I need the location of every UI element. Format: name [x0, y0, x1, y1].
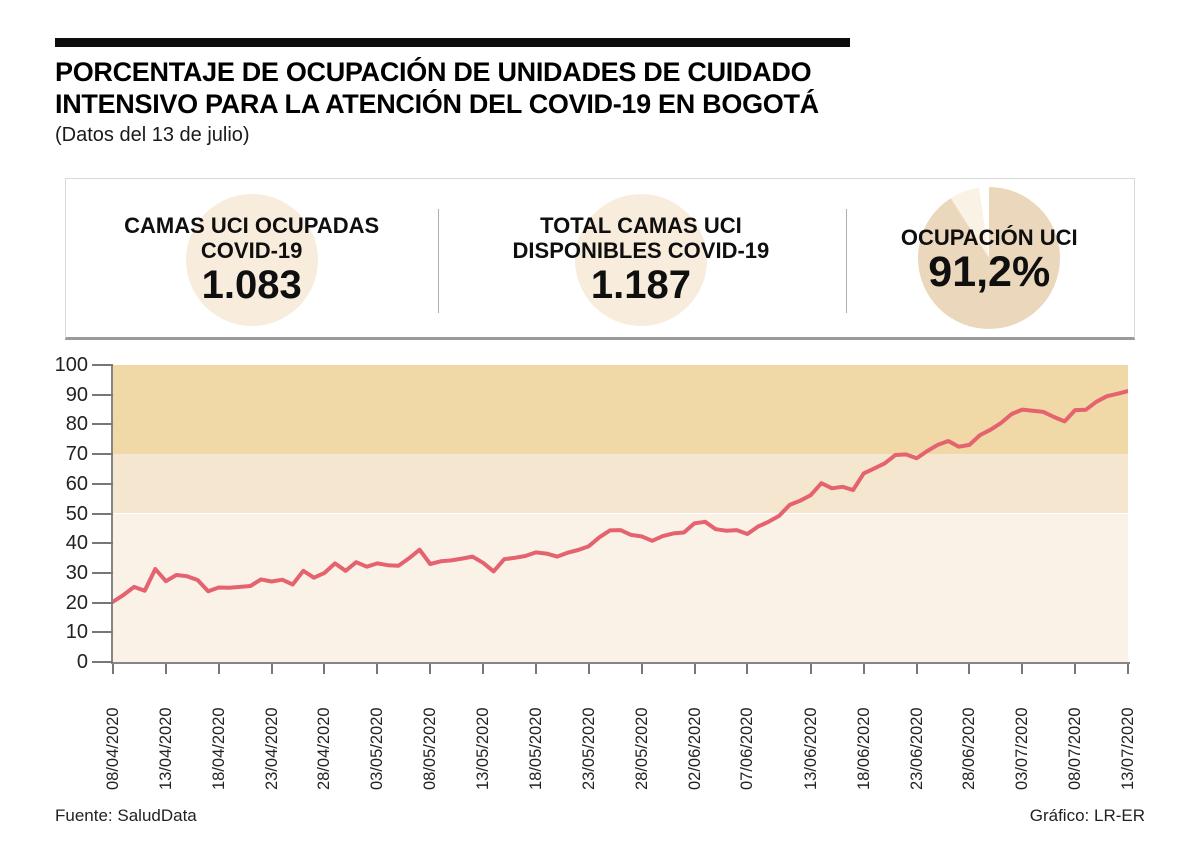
chart-band-0-50 [113, 513, 1128, 662]
x-axis-tick-mark [968, 664, 971, 674]
graphic-credit: Gráfico: LR-ER [1029, 806, 1145, 825]
stat-label-line1: CAMAS UCI OCUPADAS [124, 213, 380, 238]
stat-label-line1: TOTAL CAMAS UCI [540, 213, 742, 238]
x-axis-tick-label: 28/06/2020 [960, 707, 979, 790]
y-axis-tick-label: 70 [65, 443, 88, 466]
stat-circle-background [185, 194, 318, 326]
y-axis-tick-label: 40 [65, 532, 88, 555]
y-axis-tick-mark [92, 453, 113, 456]
y-axis-tick-mark [92, 542, 113, 545]
stat-ocupacion-uci: OCUPACIÓN UCI 91,2% [845, 179, 1134, 337]
stat-camas-ocupadas: CAMAS UCI OCUPADAS COVID-19 1.083 [66, 179, 437, 337]
stat-divider [846, 209, 847, 313]
stat-value: 1.083 [201, 263, 302, 307]
x-axis-tick-mark [640, 664, 643, 674]
y-axis-tick-label: 30 [65, 561, 88, 584]
y-axis-tick-label: 0 [76, 651, 88, 673]
y-axis-line [111, 365, 113, 664]
page-title-line2: INTENSIVO PARA LA ATENCIÓN DEL COVID-19 … [55, 89, 819, 119]
x-axis-tick-label: 13/07/2020 [1119, 707, 1137, 790]
summary-stats-panel: CAMAS UCI OCUPADAS COVID-19 1.083 TOTAL … [65, 178, 1135, 340]
x-axis-tick-mark [217, 664, 220, 674]
top-accent-bar [55, 38, 850, 47]
chart-band-50-70 [113, 454, 1128, 514]
x-axis-tick-label: 18/06/2020 [854, 707, 873, 790]
stat-value: 91,2% [928, 248, 1051, 296]
y-axis-tick-label: 10 [65, 621, 88, 644]
x-axis-tick-mark [270, 664, 273, 674]
x-axis-tick-label: 08/05/2020 [421, 707, 440, 790]
stat-label: OCUPACIÓN UCI [900, 225, 1078, 250]
x-axis-tick-label: 08/04/2020 [104, 707, 122, 790]
y-axis-tick-mark [92, 601, 113, 604]
stat-label: TOTAL CAMAS UCI DISPONIBLES COVID-19 [513, 213, 770, 263]
x-axis-tick-label: 13/04/2020 [156, 707, 175, 790]
y-axis-tick-mark [92, 393, 113, 396]
y-axis-tick-label: 80 [65, 413, 88, 436]
x-axis-tick-mark [1127, 664, 1129, 674]
x-axis-tick-label: 23/06/2020 [907, 707, 926, 790]
x-axis-tick-label: 03/05/2020 [368, 707, 387, 790]
stat-circle-background [574, 194, 707, 326]
x-axis-tick-mark [1021, 664, 1024, 674]
y-axis-tick-mark [92, 512, 113, 515]
x-axis-tick-mark [915, 664, 918, 674]
y-axis-tick-label: 90 [65, 383, 88, 406]
stat-label-line2: DISPONIBLES COVID-19 [512, 238, 770, 263]
x-axis-tick-label: 13/05/2020 [474, 707, 493, 790]
y-axis-tick-label: 20 [65, 591, 88, 614]
y-axis-tick-label: 50 [65, 502, 88, 525]
x-axis-tick-label: 18/05/2020 [526, 707, 545, 790]
x-axis-tick-label: 13/06/2020 [801, 707, 820, 790]
occupancy-trend-line [113, 389, 1128, 604]
y-axis-tick-mark [92, 631, 113, 634]
uci-occupancy-line-chart [113, 365, 1128, 662]
y-axis-tick-mark [92, 571, 113, 574]
x-axis-tick-label: 23/05/2020 [579, 707, 598, 790]
chart-band-70-100 [113, 365, 1128, 455]
x-axis-tick-mark [164, 664, 167, 674]
x-axis-tick-label: 08/07/2020 [1066, 707, 1085, 790]
page-subtitle: (Datos del 13 de julio) [55, 124, 250, 146]
x-axis-tick-label: 28/04/2020 [315, 707, 334, 790]
x-axis-line [111, 662, 1130, 664]
x-axis-tick-label: 03/07/2020 [1013, 707, 1032, 790]
stat-label: CAMAS UCI OCUPADAS COVID-19 [124, 213, 379, 263]
y-axis-tick-mark [92, 661, 113, 663]
x-axis-tick-mark [862, 664, 865, 674]
x-axis-tick-label: 02/06/2020 [685, 707, 704, 790]
y-axis-tick-mark [92, 364, 113, 366]
x-axis-tick-label: 18/04/2020 [209, 707, 228, 790]
page-title: PORCENTAJE DE OCUPACIÓN DE UNIDADES DE C… [55, 56, 1015, 120]
x-axis-tick-mark [587, 664, 590, 674]
x-axis-tick-mark [1074, 664, 1077, 674]
x-axis-tick-mark [693, 664, 696, 674]
x-axis-tick-label: 28/05/2020 [632, 707, 651, 790]
x-axis-tick-mark [809, 664, 812, 674]
stat-value: 1.187 [590, 263, 691, 307]
stat-divider [438, 209, 439, 313]
x-axis-tick-mark [429, 664, 432, 674]
occupancy-pie-chart [918, 187, 1061, 329]
y-axis-tick-mark [92, 423, 113, 426]
y-axis-tick-label: 100 [54, 354, 88, 376]
y-axis-tick-label: 60 [65, 472, 88, 495]
x-axis-tick-mark [534, 664, 537, 674]
x-axis-tick-mark [482, 664, 485, 674]
source-credit: Fuente: SaludData [55, 806, 197, 825]
x-axis-tick-label: 23/04/2020 [262, 707, 281, 790]
x-axis-tick-mark [323, 664, 326, 674]
stat-label-line2: COVID-19 [200, 238, 303, 263]
x-axis-tick-mark [746, 664, 749, 674]
x-axis-tick-label: 07/06/2020 [738, 707, 757, 790]
page-title-line1: PORCENTAJE DE OCUPACIÓN DE UNIDADES DE C… [55, 57, 812, 87]
y-axis-tick-mark [92, 482, 113, 485]
stat-total-camas: TOTAL CAMAS UCI DISPONIBLES COVID-19 1.1… [437, 179, 844, 337]
x-axis-tick-mark [112, 664, 114, 674]
x-axis-tick-mark [376, 664, 379, 674]
